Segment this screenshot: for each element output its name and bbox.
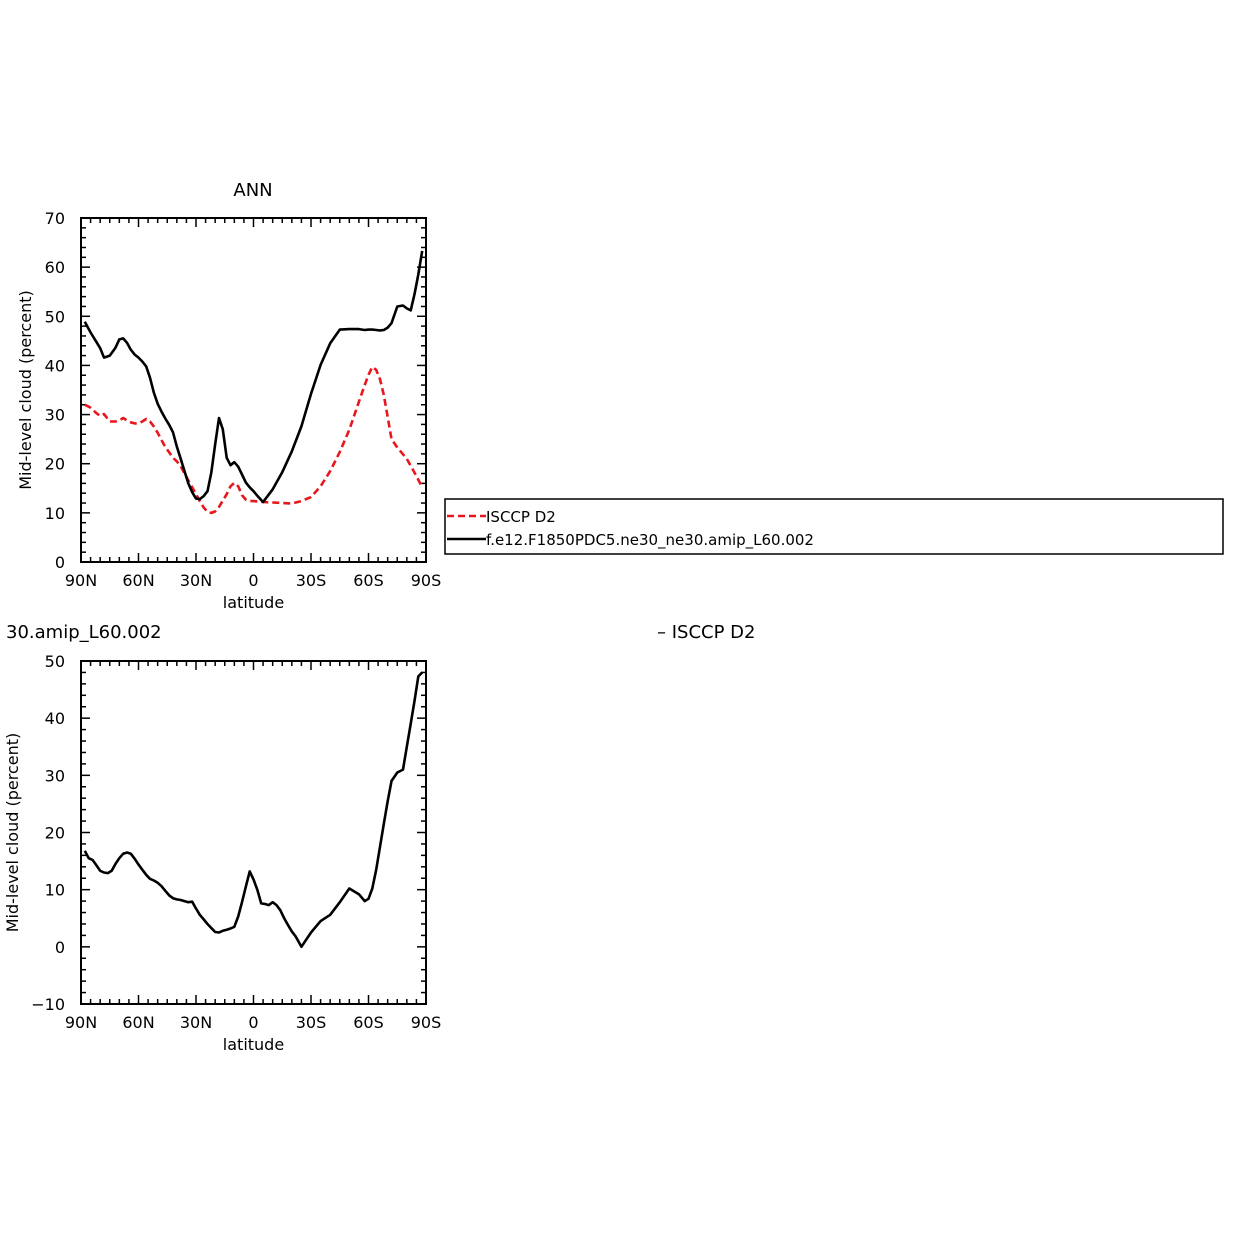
legend: ISCCP D2 f.e12.F1850PDC5.ne30_ne30.amip_L… xyxy=(444,498,1224,555)
legend-entry: ISCCP D2 xyxy=(486,508,556,526)
y-tick-label: 30 xyxy=(45,406,65,425)
y-tick-label: 50 xyxy=(45,307,65,326)
y-tick-label: 40 xyxy=(45,356,65,375)
y-tick-label: 70 xyxy=(45,209,65,228)
x-tick-label: 60N xyxy=(122,1013,154,1032)
difference-panel: 90N 60N 30N 0 30S 60S 90S −10 0 10 20 30 40 50 latitud… xyxy=(3,622,755,1054)
plot-frame xyxy=(80,660,427,1005)
x-tick-label: 60S xyxy=(353,571,384,590)
y-tick-label: 20 xyxy=(45,824,65,843)
y-tick-label: 40 xyxy=(45,709,65,728)
x-tick-label: 90N xyxy=(65,571,97,590)
x-tick-label: 30N xyxy=(180,1013,212,1032)
plot-frame xyxy=(80,217,427,563)
x-tick-label: 60S xyxy=(353,1013,384,1032)
x-tick-label: 0 xyxy=(248,1013,258,1032)
x-tick-label: 30N xyxy=(180,571,212,590)
x-tick-label: 30S xyxy=(296,1013,327,1032)
x-tick-label: 90S xyxy=(411,571,442,590)
x-axis-title: latitude xyxy=(223,1035,284,1054)
series-line-1 xyxy=(83,671,424,949)
x-tick-label: 90S xyxy=(411,1013,442,1032)
x-tick-label: 0 xyxy=(248,571,258,590)
annual-zonal-mean-panel: 90N 60N 30N 0 30S 60S 90S 0 10 20 30 40 50 60 70 latitu… xyxy=(16,180,441,612)
legend-entry: f.e12.F1850PDC5.ne30_ne30.amip_L60.002 xyxy=(486,531,814,550)
y-axis-title: Mid-level cloud (percent) xyxy=(3,733,22,933)
y-axis-title: Mid-level cloud (percent) xyxy=(16,290,35,490)
plot-subtitle: – ISCCP D2 xyxy=(657,622,755,643)
series-line-2 xyxy=(83,250,424,504)
y-tick-label: 50 xyxy=(45,652,65,671)
legend-box xyxy=(444,498,1224,555)
x-tick-label: 30S xyxy=(296,571,327,590)
x-axis-title: latitude xyxy=(223,593,284,612)
y-tick-label: 20 xyxy=(45,455,65,474)
y-tick-label: 30 xyxy=(45,766,65,785)
y-tick-label: 0 xyxy=(55,938,65,957)
x-tick-label: 60N xyxy=(122,571,154,590)
y-tick-label: −10 xyxy=(31,995,65,1014)
y-tick-label: 0 xyxy=(55,553,65,572)
plot-title: ANN xyxy=(233,180,272,201)
y-tick-label: 10 xyxy=(45,504,65,523)
plot-title: 30.amip_L60.002 xyxy=(6,622,162,643)
x-tick-label: 90N xyxy=(65,1013,97,1032)
y-tick-label: 10 xyxy=(45,881,65,900)
series-line-1 xyxy=(84,365,424,515)
y-tick-label: 60 xyxy=(45,258,65,277)
